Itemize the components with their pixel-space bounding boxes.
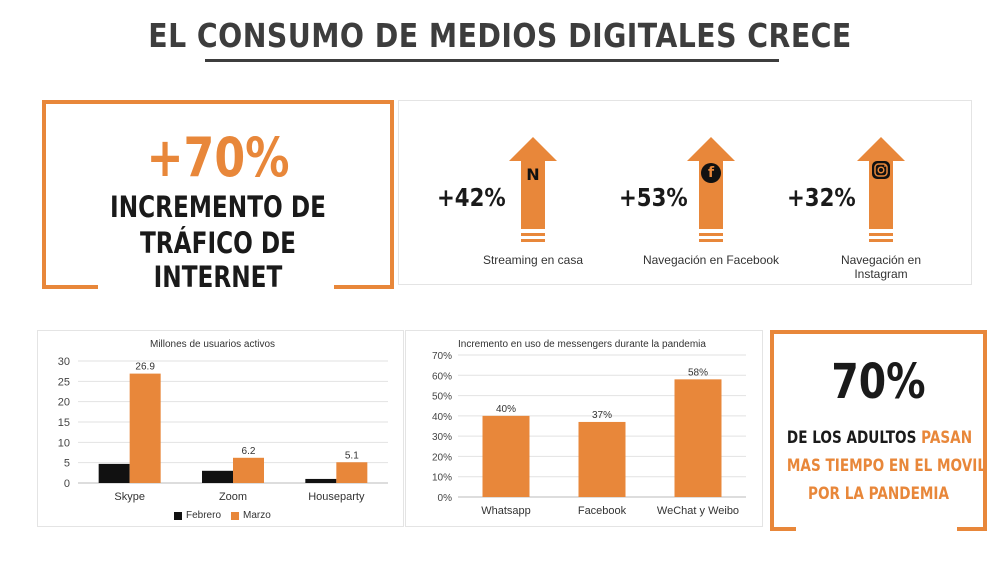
- bar-febrero: [98, 463, 130, 483]
- adults-line-2: MAS TIEMPO EN EL MOVIL: [786, 456, 986, 476]
- traffic-increase-value: +70%: [146, 126, 290, 189]
- adults-line-3: POR LA PANDEMIA: [808, 484, 949, 504]
- x-tick-label: Zoom: [219, 491, 247, 503]
- messengers-chart: 70% 60% 50% 40% 30% 20% 10% 0% 40% Whatsapp 37% Fac…: [432, 351, 746, 517]
- facebook-icon: f: [701, 163, 721, 183]
- adults-value: 70%: [831, 354, 926, 410]
- y-tick-label: 5: [64, 458, 70, 470]
- chart1-legend: Febrero Marzo: [174, 510, 271, 521]
- active-users-chart-panel: Millones de usuarios activos 30 25 20 15 10 5…: [37, 330, 404, 527]
- legend-swatch-marzo: [231, 511, 240, 520]
- y-tick-label: 30: [58, 356, 70, 368]
- traffic-increase-label-2: TRÁFICO DE INTERNET: [139, 226, 297, 294]
- chart2-title: Incremento en uso de messengers durante …: [458, 339, 706, 350]
- legend-swatch-febrero: [174, 511, 182, 520]
- up-arrow-icon: [857, 137, 905, 242]
- bar-marzo: [336, 462, 368, 483]
- bar: [674, 379, 722, 497]
- streaming-label: Streaming en casa: [482, 253, 584, 267]
- box-border-bottom-right: [334, 285, 394, 289]
- instagram-label: Navegación en Instagram: [821, 253, 941, 281]
- data-label: 6.2: [242, 446, 256, 457]
- y-tick-label: 20: [58, 397, 70, 409]
- x-tick-label: Houseparty: [308, 491, 365, 503]
- data-label: 40%: [496, 404, 516, 415]
- bar: [482, 415, 530, 497]
- chart1-title: Millones de usuarios activos: [150, 339, 276, 350]
- x-tick-label: Skype: [114, 491, 145, 503]
- legend-label-febrero: Febrero: [186, 510, 222, 521]
- page-title: EL CONSUMO DE MEDIOS DIGITALES CRECE: [148, 16, 852, 55]
- messengers-chart-panel: Incremento en uso de messengers durante …: [405, 330, 763, 527]
- data-label: 5.1: [345, 450, 359, 461]
- up-arrow-icon: [687, 137, 735, 242]
- adults-line-1: DE LOS ADULTOS PASAN: [786, 428, 973, 448]
- y-tick-label: 50%: [432, 392, 452, 403]
- instagram-growth-value: +32%: [787, 183, 856, 212]
- y-tick-label: 10: [58, 437, 70, 449]
- y-tick-label: 40%: [432, 412, 452, 423]
- streaming-growth-value: +42%: [437, 183, 506, 212]
- box-border-bottom-left: [770, 527, 796, 531]
- instagram-label-line-1: Navegación en: [840, 253, 922, 267]
- box-border-bottom-left: [42, 285, 98, 289]
- growth-panel: +42% N Streaming en casa +53% f Navegaci…: [398, 100, 972, 285]
- data-label: 58%: [688, 367, 708, 378]
- data-label: 37%: [592, 410, 612, 421]
- x-tick-label: Whatsapp: [481, 505, 531, 517]
- x-tick-label: Facebook: [578, 505, 627, 517]
- x-tick-label: WeChat y Weibo: [657, 505, 739, 517]
- facebook-growth-value: +53%: [619, 183, 688, 212]
- active-users-chart: 30 25 20 15 10 5 0 26.9 Skype 6.2 Zoom 5.1 Housepart…: [58, 356, 388, 503]
- adults-mobile-box: 70% DE LOS ADULTOS PASAN MAS TIEMPO EN E…: [770, 330, 987, 531]
- y-tick-label: 60%: [432, 371, 452, 382]
- data-label: 26.9: [135, 362, 155, 373]
- bar-febrero: [305, 478, 337, 483]
- y-tick-label: 0: [64, 478, 70, 490]
- title-underline: [205, 59, 779, 62]
- bar-marzo: [129, 373, 161, 483]
- bar-marzo: [233, 457, 264, 483]
- adults-line-1b: PASAN: [921, 428, 973, 448]
- instagram-icon: [872, 161, 890, 179]
- box-border-bottom-right: [957, 527, 987, 531]
- y-tick-label: 25: [58, 376, 70, 388]
- instagram-label-line-2: Instagram: [854, 267, 908, 281]
- legend-label-marzo: Marzo: [243, 510, 271, 521]
- y-tick-label: 0%: [438, 493, 453, 504]
- y-tick-label: 70%: [432, 351, 452, 362]
- adults-line-1a: DE LOS ADULTOS: [786, 428, 917, 448]
- y-tick-label: 10%: [432, 473, 452, 484]
- internet-traffic-box: +70% INCREMENTO DE TRÁFICO DE INTERNET: [42, 100, 394, 294]
- y-tick-label: 20%: [432, 452, 452, 463]
- y-tick-label: 15: [58, 417, 70, 429]
- y-tick-label: 30%: [432, 432, 452, 443]
- netflix-icon: N: [526, 165, 540, 184]
- bar-febrero: [202, 470, 233, 483]
- facebook-label: Navegación en Facebook: [642, 253, 780, 267]
- up-arrow-icon: [509, 137, 557, 242]
- traffic-increase-label-1: INCREMENTO DE: [110, 190, 326, 224]
- bar: [578, 421, 626, 497]
